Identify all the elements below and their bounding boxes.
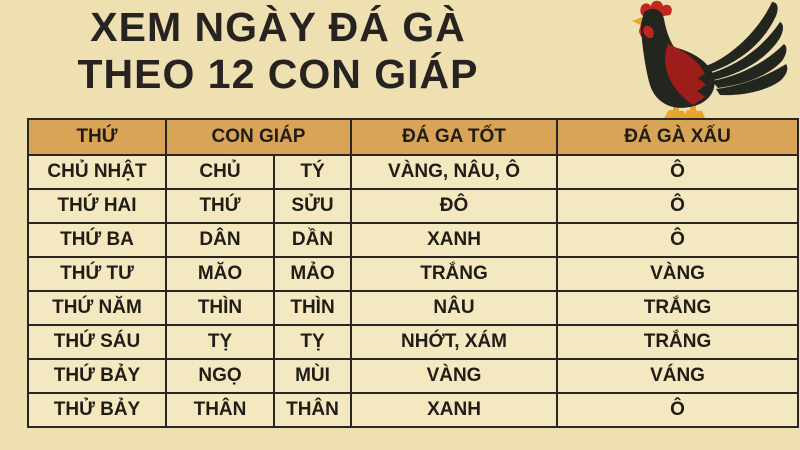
cell-good: XANH xyxy=(350,392,559,428)
cell-zodiac1: MĂO xyxy=(165,256,275,292)
header-row: THỨ CON GIÁP ĐÁ GA TỐT ĐÁ GÀ XẤU xyxy=(27,118,800,156)
cell-zodiac1: DÂN xyxy=(165,222,275,258)
cell-zodiac1: NGỌ xyxy=(165,358,275,394)
table-row: THỨ BẢY NGỌ MÙI VÀNG VÁNG xyxy=(27,358,800,394)
table-row: THỬ BẢY THÂN THÂN XANH Ô xyxy=(27,392,800,428)
cell-good: VÀNG xyxy=(350,358,559,394)
cell-day: THỨ BA xyxy=(27,222,167,258)
cell-zodiac2: SỬU xyxy=(272,188,353,224)
table-row: CHỦ NHẬT CHỦ TÝ VÀNG, NÂU, Ô Ô xyxy=(27,154,800,190)
cell-zodiac1: THÂN xyxy=(165,392,275,428)
cell-zodiac1: THỨ xyxy=(165,188,275,224)
cell-good: NÂU xyxy=(350,290,559,326)
cell-good: ĐÔ xyxy=(350,188,559,224)
cell-bad: TRẮNG xyxy=(556,324,800,360)
cell-bad: VÀNG xyxy=(556,256,800,292)
cell-zodiac2: MẢO xyxy=(272,256,353,292)
cell-zodiac2: THÂN xyxy=(272,392,353,428)
cell-bad: Ô xyxy=(556,154,800,190)
header-zodiac: CON GIÁP xyxy=(164,118,353,156)
table-row: THỨ HAI THỨ SỬU ĐÔ Ô xyxy=(27,188,800,224)
cell-bad: TRẮNG xyxy=(556,290,800,326)
cell-good: TRẮNG xyxy=(350,256,559,292)
zodiac-table: THỨ CON GIÁP ĐÁ GA TỐT ĐÁ GÀ XẤU CHỦ NHẬ… xyxy=(27,118,800,428)
page-title-line1: XEM NGÀY ĐÁ GÀ xyxy=(90,4,466,50)
cell-good: NHỚT, XÁM xyxy=(350,324,559,360)
cell-good: XANH xyxy=(350,222,559,258)
header-bad: ĐÁ GÀ XẤU xyxy=(556,118,800,156)
cell-day: THỨ TƯ xyxy=(27,256,167,292)
cell-good: VÀNG, NÂU, Ô xyxy=(350,154,559,190)
cell-day: THỨ HAI xyxy=(27,188,167,224)
header-good: ĐÁ GA TỐT xyxy=(350,118,559,156)
table-row: THỨ TƯ MĂO MẢO TRẮNG VÀNG xyxy=(27,256,800,292)
cell-day: THỬ BẢY xyxy=(27,392,167,428)
cell-day: THỨ BẢY xyxy=(27,358,167,394)
cell-day: CHỦ NHẬT xyxy=(27,154,167,190)
cell-zodiac2: TỴ xyxy=(272,324,353,360)
page-title-line2: THEO 12 CON GIÁP xyxy=(77,51,479,97)
cell-zodiac2: MÙI xyxy=(272,358,353,394)
page-title: XEM NGÀY ĐÁ GÀ THEO 12 CON GIÁP xyxy=(38,4,518,98)
rooster-icon xyxy=(632,0,788,118)
table-body: CHỦ NHẬT CHỦ TÝ VÀNG, NÂU, Ô Ô THỨ HAI T… xyxy=(27,154,800,428)
cell-zodiac1: THÌN xyxy=(165,290,275,326)
cell-bad: Ô xyxy=(556,222,800,258)
table-header: THỨ CON GIÁP ĐÁ GA TỐT ĐÁ GÀ XẤU xyxy=(27,118,800,156)
cell-day: THỨ NĂM xyxy=(27,290,167,326)
table-row: THỨ SÁU TỴ TỴ NHỚT, XÁM TRẮNG xyxy=(27,324,800,360)
cell-bad: Ô xyxy=(556,392,800,428)
cell-zodiac1: CHỦ xyxy=(165,154,275,190)
cell-zodiac2: DẦN xyxy=(272,222,353,258)
cell-zodiac1: TỴ xyxy=(165,324,275,360)
cell-bad: Ô xyxy=(556,188,800,224)
cell-zodiac2: THÌN xyxy=(272,290,353,326)
cell-day: THỨ SÁU xyxy=(27,324,167,360)
header-day: THỨ xyxy=(27,118,167,156)
table-row: THỨ BA DÂN DẦN XANH Ô xyxy=(27,222,800,258)
cell-bad: VÁNG xyxy=(556,358,800,394)
table-row: THỨ NĂM THÌN THÌN NÂU TRẮNG xyxy=(27,290,800,326)
cell-zodiac2: TÝ xyxy=(272,154,353,190)
